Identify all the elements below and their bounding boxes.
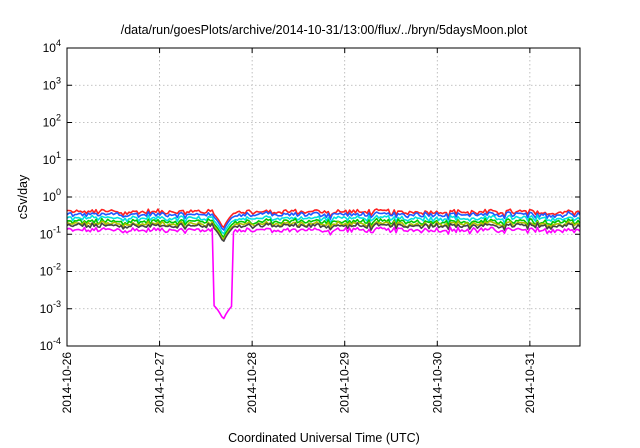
- grid: [67, 48, 580, 346]
- y-tick-exponent: -2: [53, 262, 61, 272]
- series-line: [67, 208, 581, 229]
- y-tick-exponent: 3: [56, 75, 61, 85]
- y-tick-base: 10: [40, 265, 54, 279]
- y-tick-base: 10: [43, 41, 57, 55]
- y-tick-exponent: 2: [56, 113, 61, 123]
- y-tick-label: 10-2: [40, 262, 61, 279]
- y-tick-label: 101: [43, 150, 61, 167]
- series-line: [66, 220, 581, 241]
- x-tick-label: 2014-10-28: [245, 352, 259, 414]
- y-axis-title: cSv/day: [16, 174, 30, 219]
- y-tick-base: 10: [43, 153, 57, 167]
- x-tick-label: 2014-10-31: [523, 352, 537, 414]
- series-line: [66, 226, 581, 320]
- y-tick-exponent: -4: [53, 336, 61, 346]
- y-tick-exponent: -1: [53, 224, 61, 234]
- series-line: [66, 217, 581, 238]
- y-tick-label: 10-3: [40, 299, 61, 316]
- y-tick-exponent: -3: [53, 299, 61, 309]
- series-line: [66, 214, 581, 235]
- y-tick-base: 10: [43, 116, 57, 130]
- x-tick-label: 2014-10-30: [430, 352, 444, 414]
- x-tick-label: 2014-10-27: [153, 352, 167, 414]
- x-axis-title: Coordinated Universal Time (UTC): [228, 431, 420, 445]
- y-tick-base: 10: [40, 227, 54, 241]
- y-tick-label: 10-4: [40, 336, 61, 353]
- y-tick-exponent: 0: [56, 187, 61, 197]
- y-tick-exponent: 4: [56, 38, 61, 48]
- y-tick-label: 10-1: [40, 224, 61, 241]
- x-tick-label: 2014-10-29: [338, 352, 352, 414]
- series-line: [66, 210, 581, 231]
- y-tick-base: 10: [43, 190, 57, 204]
- series-group: [66, 208, 581, 320]
- y-tick-exponent: 1: [56, 150, 61, 160]
- x-tick-label: 2014-10-26: [60, 352, 74, 414]
- series-line: [66, 222, 581, 242]
- y-tick-base: 10: [43, 78, 57, 92]
- y-tick-base: 10: [40, 302, 54, 316]
- y-tick-label: 100: [43, 187, 61, 204]
- y-tick-label: 103: [43, 75, 61, 92]
- y-tick-base: 10: [40, 339, 54, 353]
- chart-title: /data/run/goesPlots/archive/2014-10-31/1…: [121, 23, 528, 37]
- y-tick-label: 102: [43, 113, 61, 130]
- y-tick-label: 104: [43, 38, 61, 55]
- x-axis: 2014-10-26 2014-10-27 2014-10-28 2014-10-29…: [60, 48, 537, 413]
